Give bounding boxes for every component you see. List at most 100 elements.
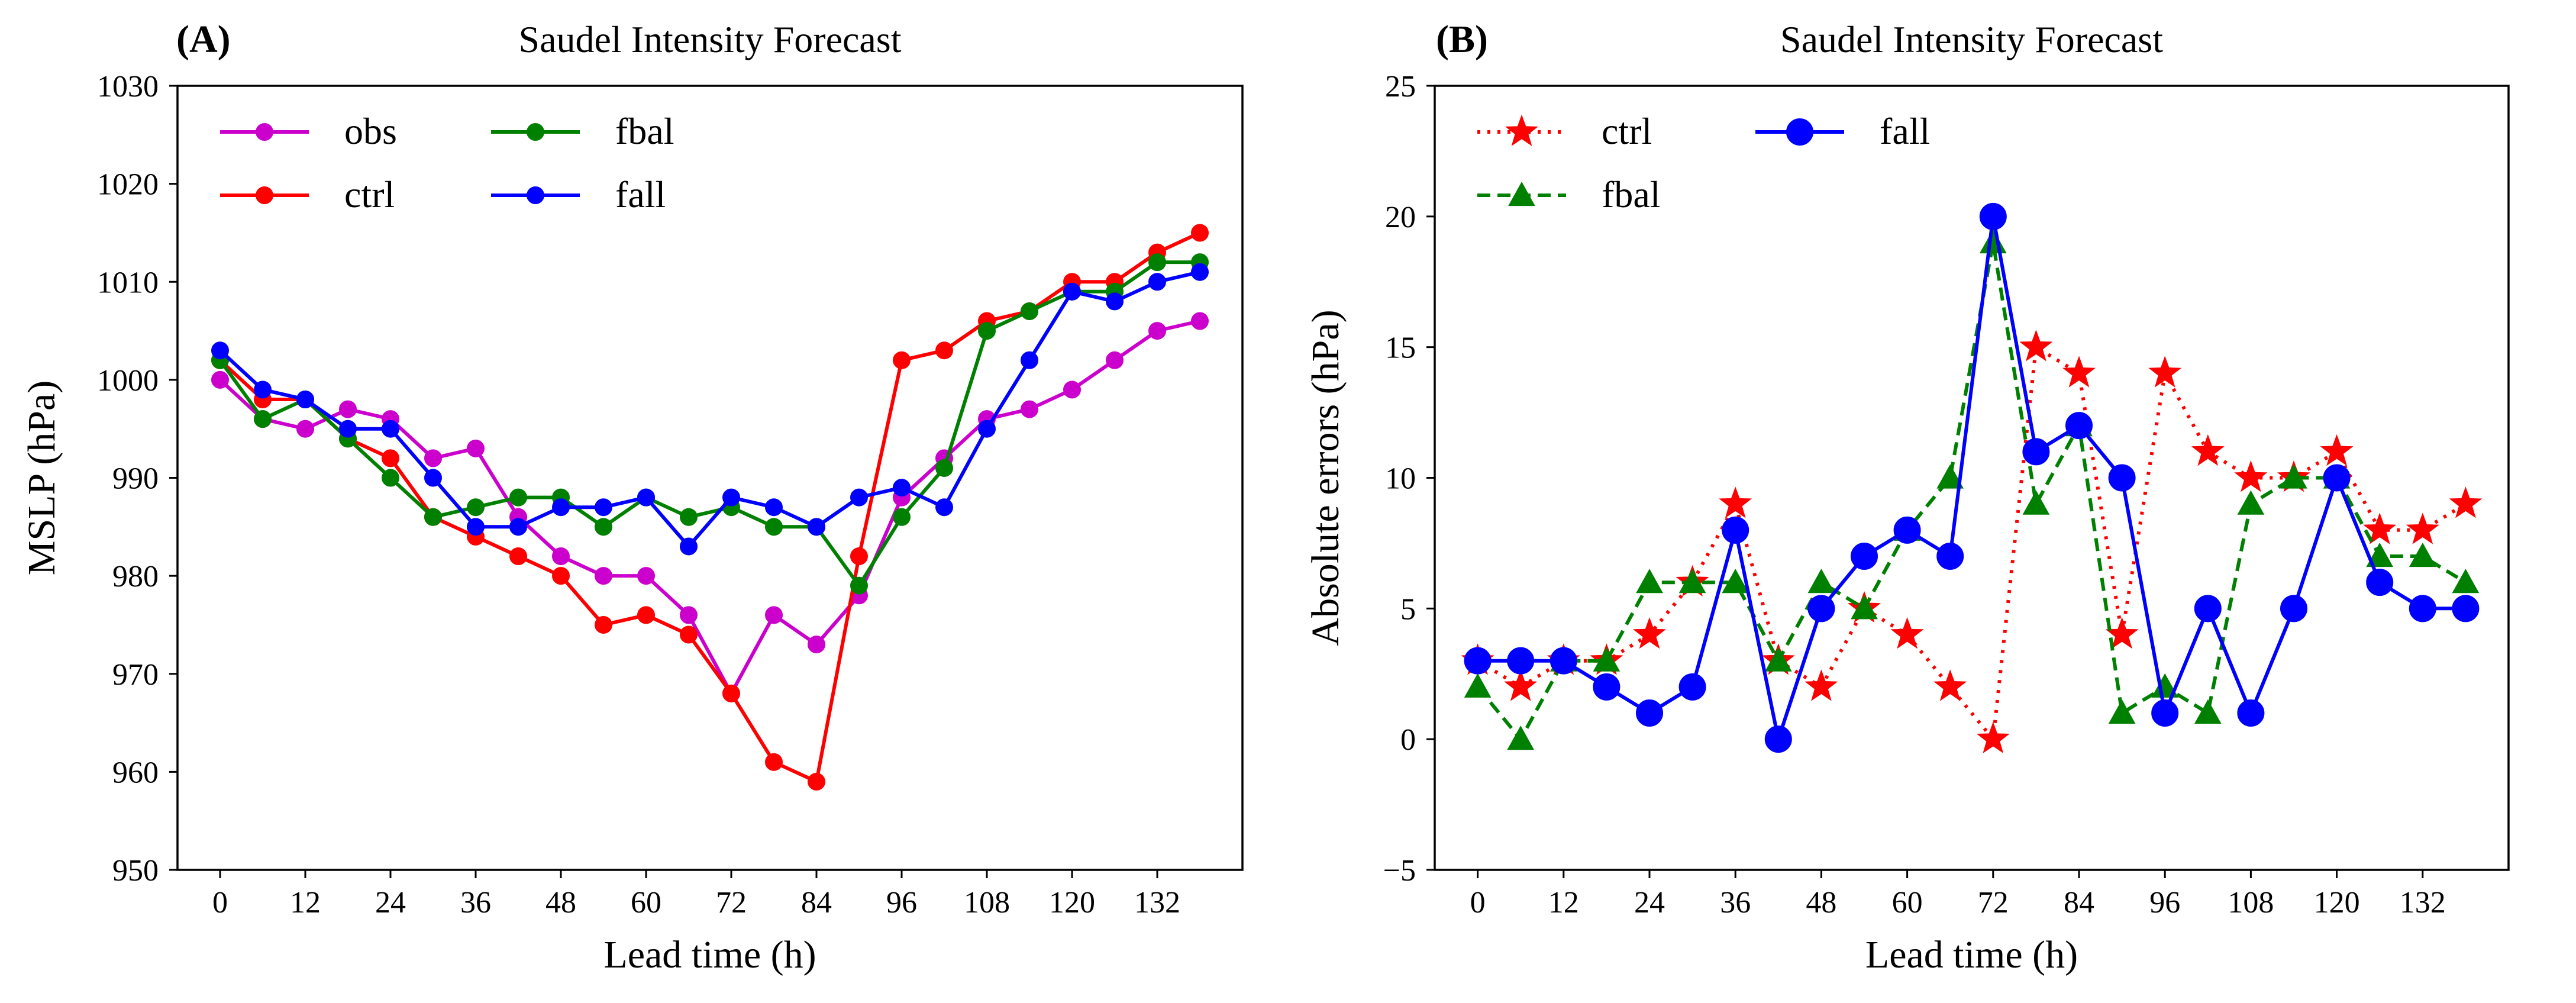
x-axis: 0 12 24 36 48 60 72 84 96 108 120 132 Lead time (h)	[1470, 870, 2446, 976]
data-point-fall	[1021, 351, 1038, 369]
legend-item-ctrl: ctrl	[1477, 110, 1652, 152]
panel-label: (A)	[176, 18, 231, 61]
data-point-obs	[1191, 312, 1209, 330]
x-tick-label: 108	[964, 886, 1010, 920]
data-point-fall	[2323, 464, 2351, 492]
panel-label: (B)	[1436, 18, 1488, 61]
data-point-fbal	[850, 576, 868, 595]
data-point-obs	[1063, 380, 1081, 399]
legend-label-obs: obs	[344, 110, 397, 152]
x-tick-label: 132	[1134, 886, 1180, 920]
data-point-ctrl	[1719, 486, 1752, 518]
x-axis-label: Lead time (h)	[603, 933, 816, 976]
data-point-ctrl	[808, 772, 825, 791]
y-tick-label: 1020	[97, 168, 159, 202]
y-tick-label: 15	[1385, 331, 1416, 365]
data-point-fall	[2022, 438, 2050, 466]
data-point-fall	[254, 380, 272, 399]
data-point-fbal	[1464, 673, 1492, 698]
y-tick-label: −5	[1383, 854, 1416, 888]
data-point-ctrl	[1633, 617, 1666, 649]
x-tick-label: 84	[801, 886, 832, 920]
data-point-fbal	[1636, 569, 1663, 594]
data-point-fall	[1191, 263, 1209, 281]
data-point-fall	[978, 420, 996, 438]
data-point-obs	[1021, 400, 1038, 418]
data-point-fall	[680, 537, 698, 556]
data-point-ctrl	[680, 625, 698, 644]
data-point-fbal	[254, 410, 272, 428]
x-tick-label: 132	[2400, 886, 2446, 920]
y-axis-label: Absolute errors (hPa)	[1304, 309, 1347, 646]
series-line-ctrl	[1477, 345, 2467, 741]
data-point-fall	[637, 488, 655, 507]
data-point-fall	[2280, 595, 2307, 623]
data-point-ctrl	[552, 567, 570, 585]
y-tick-label: 20	[1385, 201, 1416, 234]
data-point-fall	[382, 420, 399, 438]
data-point-fbal	[1936, 464, 1964, 489]
data-point-fall	[1593, 673, 1621, 701]
data-point-fbal	[1507, 725, 1535, 750]
legend-item-fall: fall	[1755, 110, 1930, 152]
data-point-fbal	[1148, 253, 1166, 272]
y-axis-label: MSLP (hPa)	[20, 380, 63, 575]
data-point-fbal	[893, 508, 911, 526]
data-point-fall	[2151, 699, 2179, 727]
legend-marker-obs	[256, 123, 273, 141]
data-point-fall	[2108, 464, 2136, 492]
data-point-fall	[2065, 412, 2093, 440]
data-point-ctrl	[595, 615, 612, 634]
data-point-fall	[1722, 516, 1749, 544]
data-point-fbal	[2366, 542, 2394, 567]
data-point-obs	[339, 400, 357, 418]
data-point-fall	[2409, 595, 2436, 623]
data-point-ctrl	[935, 341, 953, 360]
data-point-ctrl	[509, 547, 527, 565]
data-point-ctrl	[1504, 669, 1538, 701]
data-point-fall	[850, 488, 868, 507]
data-point-fbal	[935, 459, 953, 477]
data-point-obs	[765, 606, 783, 624]
legend-label-fall: fall	[1880, 110, 1930, 152]
data-point-fall	[1550, 647, 1577, 675]
data-point-fbal	[1593, 647, 1621, 672]
data-point-fbal	[2108, 699, 2136, 724]
data-point-fall	[1979, 202, 2007, 230]
data-point-fall	[1678, 673, 1706, 701]
series-fbal	[211, 253, 1209, 595]
legend-marker-fall	[527, 186, 544, 204]
data-point-ctrl	[382, 449, 399, 467]
x-tick-label: 12	[1548, 886, 1579, 920]
chart-title: Saudel Intensity Forecast	[519, 18, 902, 60]
legend-item-fall: fall	[491, 173, 666, 215]
series-obs	[211, 312, 1209, 702]
data-point-fall	[1764, 725, 1792, 753]
data-point-fall	[1063, 282, 1081, 301]
series-line-ctrl	[218, 231, 1201, 783]
data-point-obs	[637, 567, 655, 585]
data-point-ctrl	[1976, 721, 2010, 753]
series-fall	[1464, 202, 2480, 753]
y-tick-label: 0	[1400, 723, 1416, 757]
data-point-fbal	[2237, 490, 2265, 515]
data-point-obs	[552, 547, 570, 565]
data-point-fall	[509, 518, 527, 536]
x-tick-label: 48	[545, 886, 576, 920]
y-tick-label: 1000	[97, 364, 159, 398]
data-point-ctrl	[2363, 512, 2397, 544]
data-point-obs	[1148, 322, 1166, 340]
x-tick-label: 72	[716, 886, 747, 920]
data-point-fall	[1636, 699, 1663, 727]
x-tick-label: 24	[375, 886, 406, 920]
data-point-fall	[1893, 516, 1921, 544]
data-point-fall	[211, 341, 229, 360]
series-line-obs	[218, 319, 1200, 695]
x-tick-label: 48	[1806, 886, 1836, 920]
legend-label-fbal: fbal	[1602, 173, 1661, 215]
data-point-ctrl	[1191, 224, 1209, 242]
data-point-ctrl	[2449, 486, 2483, 518]
data-point-fall	[552, 498, 570, 517]
data-point-ctrl	[765, 753, 783, 771]
data-point-fall	[765, 498, 783, 517]
